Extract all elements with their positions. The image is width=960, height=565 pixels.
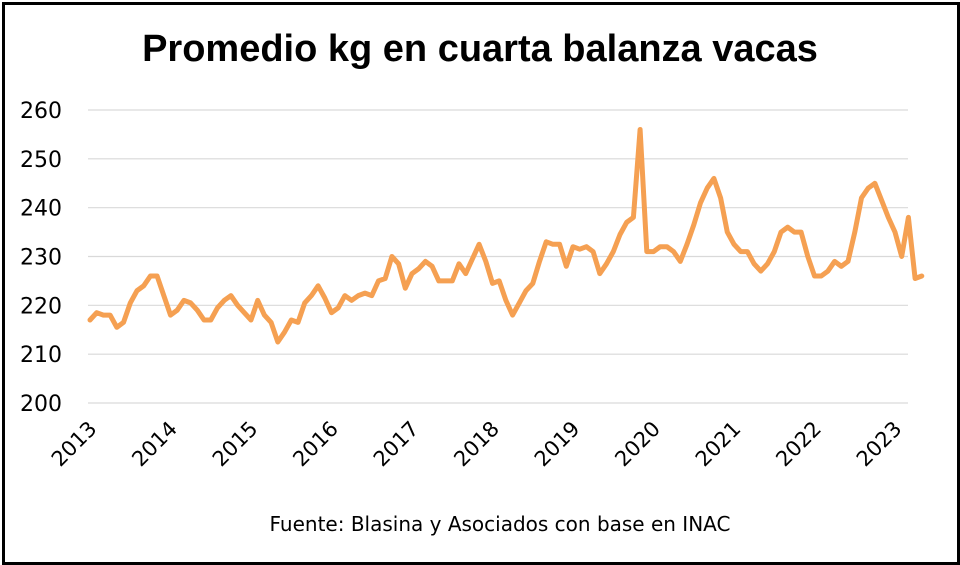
source-note: Fuente: Blasina y Asociados con base en … bbox=[269, 512, 731, 536]
y-tick-label: 210 bbox=[20, 343, 62, 368]
series-group bbox=[87, 127, 925, 345]
x-tick-label: 2022 bbox=[771, 417, 826, 472]
chart-title: Promedio kg en cuarta balanza vacas bbox=[142, 28, 818, 70]
y-tick-label: 220 bbox=[20, 294, 62, 319]
x-axis: 2013 2014 2015 2016 2017 2018 2019 2020 2021 2022… bbox=[47, 417, 907, 472]
x-tick-label: 2018 bbox=[449, 417, 504, 472]
y-tick-label: 260 bbox=[20, 99, 62, 124]
series-line bbox=[87, 127, 925, 345]
y-axis: 200 210 220 230 240 250 260 bbox=[20, 99, 62, 417]
y-tick-label: 230 bbox=[20, 246, 62, 271]
x-tick-label: 2015 bbox=[208, 417, 263, 472]
y-tick-label: 200 bbox=[20, 392, 62, 417]
x-tick-label: 2023 bbox=[852, 417, 907, 472]
gridlines bbox=[88, 109, 908, 404]
x-tick-label: 2019 bbox=[530, 417, 585, 472]
y-tick-label: 240 bbox=[20, 197, 62, 222]
x-tick-label: 2014 bbox=[127, 417, 182, 472]
x-tick-label: 2016 bbox=[288, 417, 343, 472]
y-tick-label: 250 bbox=[20, 148, 62, 173]
x-tick-label: 2013 bbox=[47, 417, 102, 472]
x-tick-label: 2020 bbox=[610, 417, 665, 472]
x-tick-label: 2017 bbox=[369, 417, 424, 472]
x-tick-label: 2021 bbox=[691, 417, 746, 472]
